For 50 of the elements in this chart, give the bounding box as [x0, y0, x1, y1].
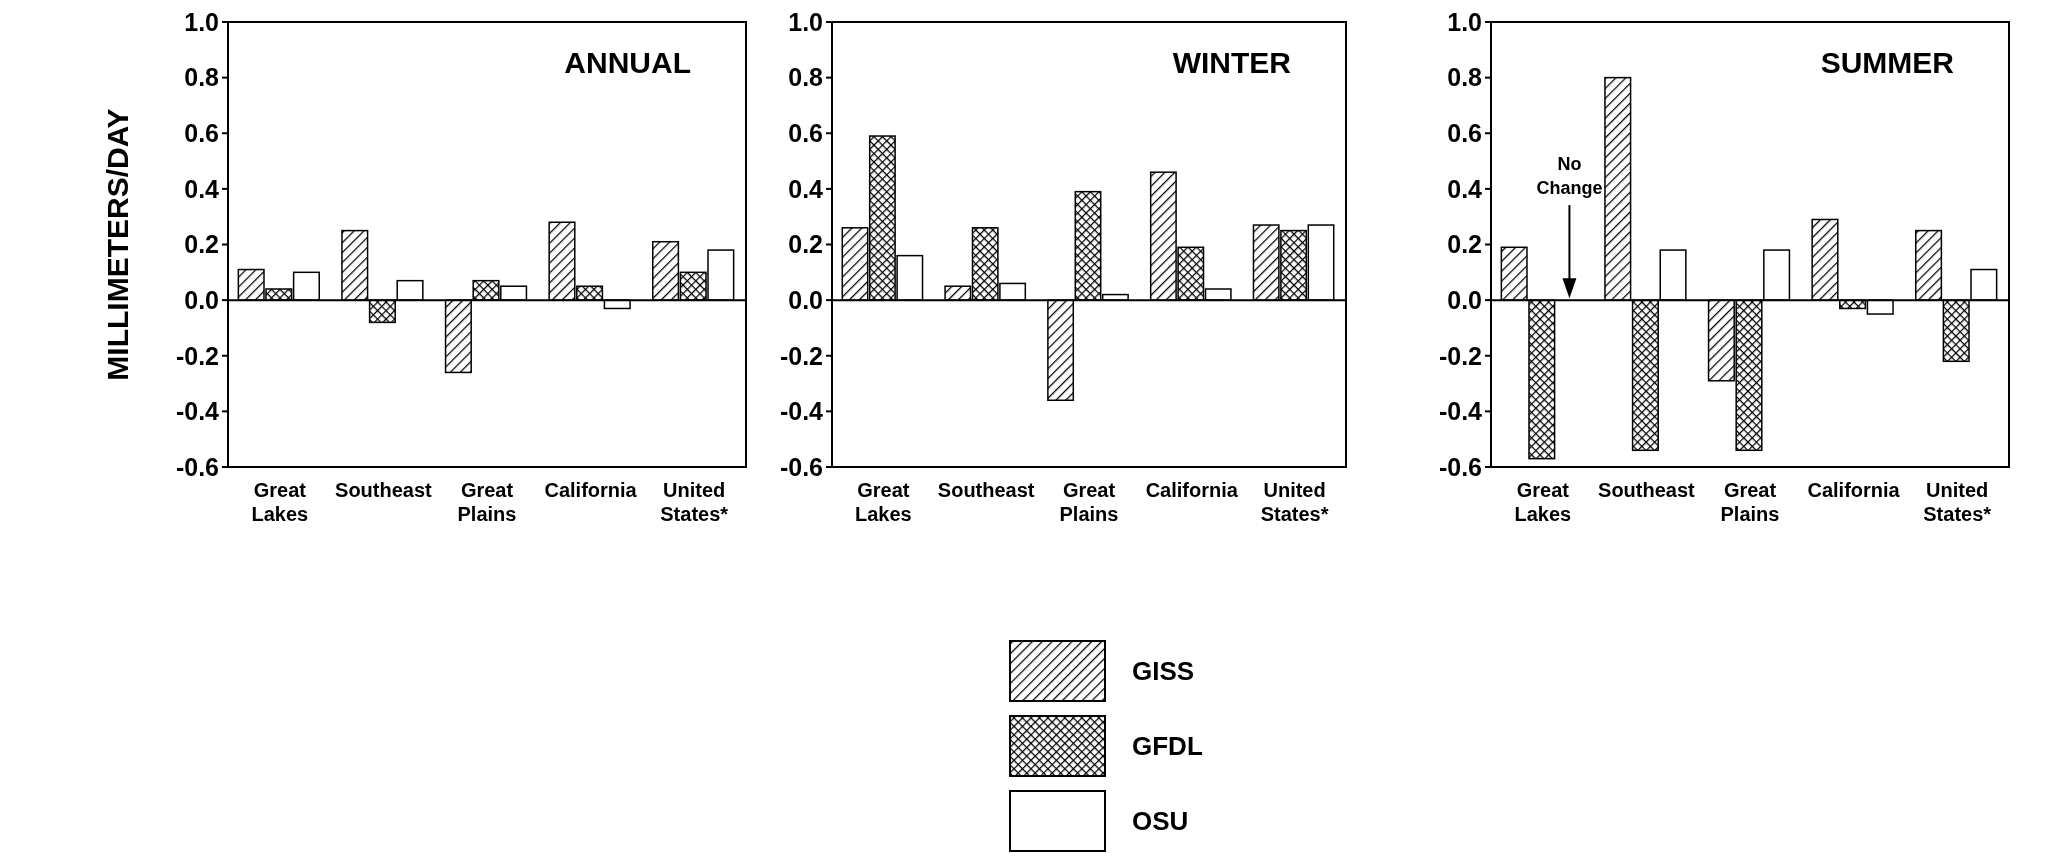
y-tick-label: 0.0 — [788, 285, 823, 314]
y-tick-label: 0.0 — [184, 285, 219, 314]
text: ANNUAL — [564, 45, 691, 79]
x-tick-label: Great Plains — [1059, 479, 1119, 525]
y-tick-label: -0.4 — [779, 397, 824, 426]
y-tick-label: 0.6 — [184, 119, 219, 147]
y-tick-label: 0.2 — [1447, 230, 1482, 259]
y-tick-label: 0.2 — [184, 230, 219, 259]
x-tick-label: California — [1807, 479, 1901, 501]
text: WINTER — [1172, 45, 1292, 79]
legend-label: GFDL — [1132, 731, 1203, 762]
x-tick-label: Great Lakes — [855, 479, 912, 525]
y-tick-label: -0.2 — [175, 341, 219, 370]
legend-label: GISS — [1132, 656, 1195, 687]
x-tick-label: Great Lakes — [251, 479, 309, 525]
y-tick-label: 0.4 — [184, 174, 220, 203]
y-tick-label: 0.0 — [1447, 285, 1482, 314]
y-tick-label: 0.4 — [1447, 174, 1483, 203]
annotation: No Change — [1536, 154, 1603, 199]
y-tick-label: 0.8 — [788, 63, 824, 92]
x-tick-label: Southeast — [937, 479, 1035, 501]
y-tick-label: 0.4 — [788, 174, 824, 203]
x-tick-label: Southeast — [1598, 479, 1696, 501]
y-tick-label: 0.8 — [1447, 63, 1483, 92]
y-axis-title: MILLIMETERS/DAY — [101, 108, 134, 381]
x-tick-label: United States* — [1260, 479, 1329, 525]
y-tick-label: -0.2 — [1438, 341, 1482, 370]
y-tick-label: 0.2 — [788, 230, 823, 259]
y-tick-label: -0.6 — [779, 452, 823, 481]
x-tick-label: California — [1145, 479, 1239, 501]
y-tick-label: 1.0 — [1447, 7, 1482, 36]
x-tick-label: Great Plains — [1720, 479, 1780, 525]
y-tick-label: 1.0 — [184, 7, 219, 36]
x-tick-label: Great Plains — [457, 479, 517, 525]
x-tick-label: United States* — [660, 479, 729, 525]
y-tick-label: 1.0 — [788, 7, 823, 36]
y-tick-label: -0.4 — [1438, 397, 1483, 426]
x-tick-label: United States* — [1923, 479, 1992, 525]
x-tick-label: Great Lakes — [1514, 479, 1572, 525]
y-tick-label: -0.4 — [175, 397, 220, 426]
y-tick-label: 0.6 — [1447, 119, 1482, 147]
text: SUMMER — [1820, 45, 1955, 79]
y-tick-label: -0.2 — [779, 341, 823, 370]
legend-label: OSU — [1132, 806, 1189, 837]
y-tick-label: 0.6 — [788, 119, 823, 147]
x-tick-label: Southeast — [335, 479, 433, 501]
y-tick-label: 0.8 — [184, 63, 220, 92]
y-tick-label: -0.6 — [175, 452, 219, 481]
y-tick-label: -0.6 — [1438, 452, 1482, 481]
x-tick-label: California — [544, 479, 638, 501]
